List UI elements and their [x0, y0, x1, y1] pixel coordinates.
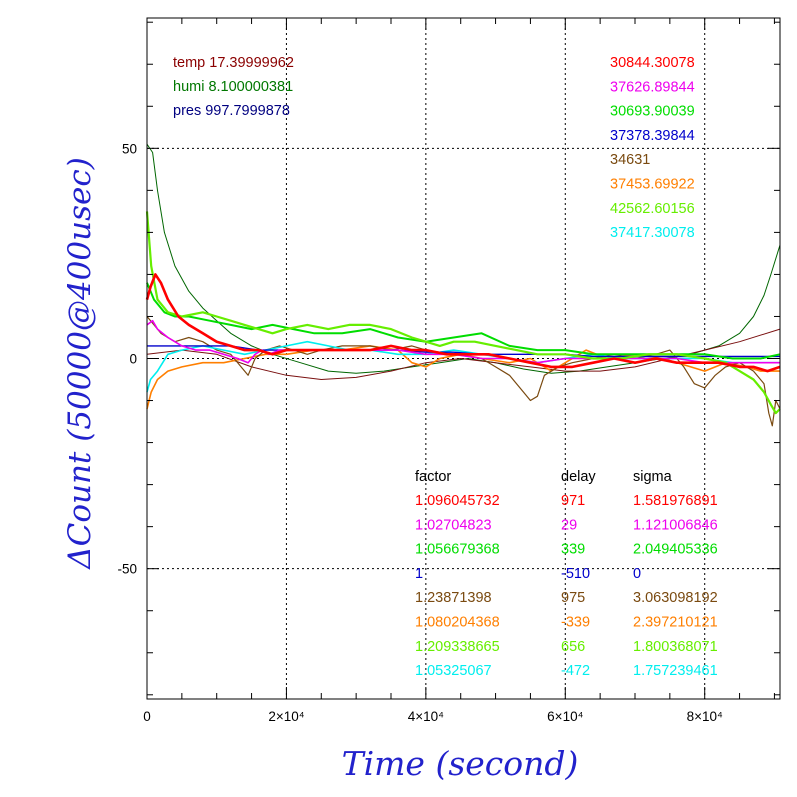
total-value: 30693.90039: [610, 104, 695, 120]
x-tick-label: 4×10⁴: [408, 709, 444, 724]
table-cell-sigma: 1.121006846: [633, 517, 718, 533]
table-cell-factor: 1.096045732: [415, 493, 500, 509]
table-cell-sigma: 1.800368071: [633, 639, 718, 655]
table-cell-sigma: 2.397210121: [633, 615, 718, 631]
total-value: 37417.30078: [610, 225, 695, 241]
table-cell-delay: -510: [561, 566, 590, 582]
table-cell-factor: 1.209338665: [415, 639, 500, 655]
env-label: pres 997.7999878: [173, 103, 290, 119]
y-tick-label: -50: [117, 562, 137, 577]
table-cell-delay: 975: [561, 590, 585, 606]
x-tick-label: 2×10⁴: [268, 709, 304, 724]
env-label: humi 8.100000381: [173, 79, 293, 95]
table-cell-sigma: 0: [633, 566, 641, 582]
series-line: [146, 316, 781, 427]
env-label: temp 17.39999962: [173, 55, 294, 71]
table-cell-factor: 1.080204368: [415, 615, 500, 631]
table-cell-factor: 1.05325067: [415, 663, 492, 679]
axis-ticks: [147, 18, 780, 699]
table-cell-sigma: 1.757239461: [633, 663, 718, 679]
total-value: 37378.39844: [610, 128, 695, 144]
tick-labels: 0 2×10⁴ 4×10⁴ 6×10⁴ 8×10⁴ 50 0 -50: [117, 141, 723, 724]
table-cell-delay: 339: [561, 542, 585, 558]
table-cell-delay: -339: [561, 615, 590, 631]
series-line: [145, 273, 781, 373]
x-tick-label: 6×10⁴: [547, 709, 583, 724]
total-value: 30844.30078: [610, 55, 695, 71]
y-tick-label: 0: [129, 352, 137, 367]
table-cell-delay: -472: [561, 663, 590, 679]
table-cell-delay: 656: [561, 639, 585, 655]
table-cell-delay: 29: [561, 517, 577, 533]
table-cell-sigma: 3.063098192: [633, 590, 718, 606]
y-tick-label: 50: [122, 141, 137, 156]
table-header-delay: delay: [561, 469, 596, 485]
x-tick-label: 8×10⁴: [687, 709, 723, 724]
x-tick-label: 0: [143, 709, 151, 724]
table-cell-factor: 1.23871398: [415, 590, 492, 606]
table-cell-factor: 1.056679368: [415, 542, 500, 558]
series-lines: [145, 143, 781, 427]
table-cell-sigma: 1.581976891: [633, 493, 718, 509]
table-header-sigma: sigma: [633, 469, 673, 485]
annotations: temp 17.39999962 humi 8.100000381 pres 997…: [173, 55, 718, 679]
total-value: 37626.89844: [610, 79, 695, 95]
series-line: [146, 143, 781, 374]
total-value: 34631: [610, 152, 650, 168]
x-axis-title: Time (second): [342, 744, 579, 783]
table-cell-sigma: 2.049405336: [633, 542, 718, 558]
total-value: 42562.60156: [610, 201, 695, 217]
y-axis-title: ΔCount (50000@400usec): [62, 157, 98, 570]
table-cell-factor: 1: [415, 566, 423, 582]
series-line: [145, 211, 781, 415]
table-cell-factor: 1.02704823: [415, 517, 492, 533]
table-cell-delay: 971: [561, 493, 585, 509]
table-header-factor: factor: [415, 469, 451, 485]
total-value: 37453.69922: [610, 177, 695, 193]
